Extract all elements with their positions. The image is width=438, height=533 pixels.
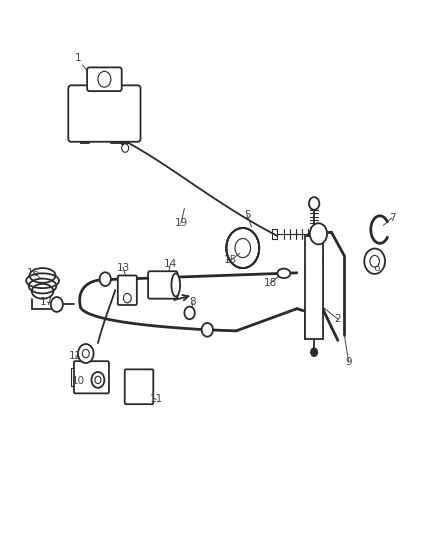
Circle shape (98, 71, 111, 87)
Text: 16: 16 (27, 268, 41, 278)
Circle shape (184, 306, 195, 319)
Circle shape (51, 297, 63, 312)
Circle shape (310, 223, 327, 244)
Ellipse shape (277, 269, 290, 278)
Circle shape (100, 272, 111, 286)
Text: 2: 2 (335, 314, 341, 324)
FancyBboxPatch shape (125, 369, 153, 404)
Text: 9: 9 (346, 358, 352, 367)
Circle shape (82, 349, 89, 358)
Bar (305, 236, 323, 339)
Circle shape (124, 293, 131, 303)
Text: 10: 10 (72, 376, 85, 386)
FancyBboxPatch shape (118, 276, 137, 305)
Circle shape (311, 348, 318, 357)
FancyBboxPatch shape (87, 67, 122, 91)
FancyBboxPatch shape (148, 271, 177, 298)
Text: 1: 1 (75, 53, 82, 63)
Text: 5: 5 (244, 210, 251, 220)
Circle shape (202, 323, 213, 337)
Text: 19: 19 (174, 218, 187, 228)
FancyBboxPatch shape (74, 361, 109, 393)
Circle shape (92, 372, 104, 388)
Circle shape (95, 376, 101, 384)
Text: 18: 18 (263, 278, 277, 288)
Circle shape (122, 144, 129, 152)
Circle shape (364, 248, 385, 274)
Text: 11: 11 (150, 394, 163, 405)
FancyBboxPatch shape (68, 85, 141, 142)
Text: 14: 14 (164, 259, 177, 269)
Ellipse shape (171, 273, 180, 296)
Text: 8: 8 (190, 297, 196, 308)
Text: 12: 12 (69, 351, 82, 361)
Text: 6: 6 (374, 263, 380, 272)
Circle shape (78, 344, 94, 363)
Text: 13: 13 (117, 263, 130, 272)
Text: 7: 7 (389, 213, 395, 223)
Circle shape (309, 197, 319, 210)
Text: 15: 15 (224, 255, 237, 265)
Circle shape (370, 255, 379, 267)
Text: 17: 17 (40, 297, 53, 308)
